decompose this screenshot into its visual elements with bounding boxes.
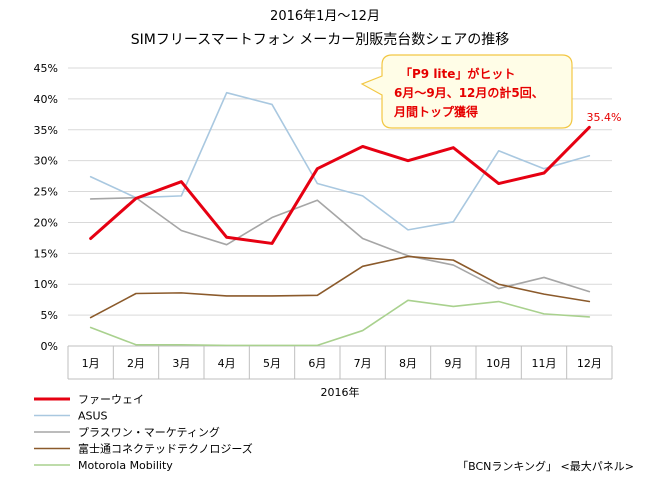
callout-line2: 6月～9月、12月の計5回、 xyxy=(394,85,544,100)
x-axis-label: 2016年 xyxy=(321,385,360,399)
end-value-label: 35.4% xyxy=(587,111,622,124)
y-tick-label: 45% xyxy=(34,62,58,75)
y-tick-label: 5% xyxy=(41,309,58,322)
y-tick-label: 0% xyxy=(41,340,58,353)
legend-label: ASUS xyxy=(78,410,108,423)
legend-label: Motorola Mobility xyxy=(78,459,173,472)
x-tick-label: 3月 xyxy=(172,357,190,370)
series-line-0 xyxy=(89,125,591,245)
callout-shape xyxy=(360,54,573,129)
series-lines xyxy=(89,91,591,347)
callout-line3: 月間トップ獲得 xyxy=(393,104,478,119)
series-line-4 xyxy=(89,299,591,347)
series-line-2 xyxy=(89,196,591,293)
x-tick-label: 8月 xyxy=(399,357,417,370)
x-axis-ticks: 1月 2月 3月 4月 5月 6月 7月 8月 9月 10月 11月 12月 xyxy=(67,346,613,379)
x-tick-label: 7月 xyxy=(354,357,372,370)
x-tick-label: 1月 xyxy=(82,357,100,370)
legend-label: プラスワン・マーケティング xyxy=(78,425,220,439)
series-line-1 xyxy=(89,91,591,231)
x-tick-label: 4月 xyxy=(218,357,236,370)
legend-label: ファーウェイ xyxy=(78,393,144,406)
chart-title-line2: SIMフリースマートフォン メーカー別販売台数シェアの推移 xyxy=(131,32,509,48)
callout-bubble: 「P9 lite」がヒット 6月～9月、12月の計5回、 月間トップ獲得 xyxy=(360,54,573,129)
y-tick-label: 40% xyxy=(34,93,58,106)
x-tick-label: 9月 xyxy=(444,357,462,370)
x-tick-label: 10月 xyxy=(486,357,511,370)
y-tick-label: 35% xyxy=(34,124,58,137)
x-tick-label: 11月 xyxy=(532,357,557,370)
x-tick-label: 2月 xyxy=(127,357,145,370)
x-tick-label: 6月 xyxy=(308,357,326,370)
y-tick-label: 25% xyxy=(34,186,58,199)
series-line-3 xyxy=(89,255,591,319)
callout-line1: 「P9 lite」がヒット xyxy=(400,66,515,81)
legend-label: 富士通コネクテッドテクノロジーズ xyxy=(78,442,253,456)
y-axis-ticks: 0% 5% 10% 15% 20% 25% 30% 35% 40% 45% xyxy=(34,62,58,353)
chart-title-line1: 2016年1月～12月 xyxy=(270,9,380,24)
y-tick-label: 30% xyxy=(34,155,58,168)
y-tick-label: 10% xyxy=(34,278,58,291)
y-tick-label: 20% xyxy=(34,216,58,229)
y-tick-label: 15% xyxy=(34,247,58,260)
x-tick-label: 5月 xyxy=(263,357,281,370)
x-tick-label: 12月 xyxy=(577,357,602,370)
source-note: 「BCNランキング」 <最大パネル> xyxy=(457,459,634,473)
